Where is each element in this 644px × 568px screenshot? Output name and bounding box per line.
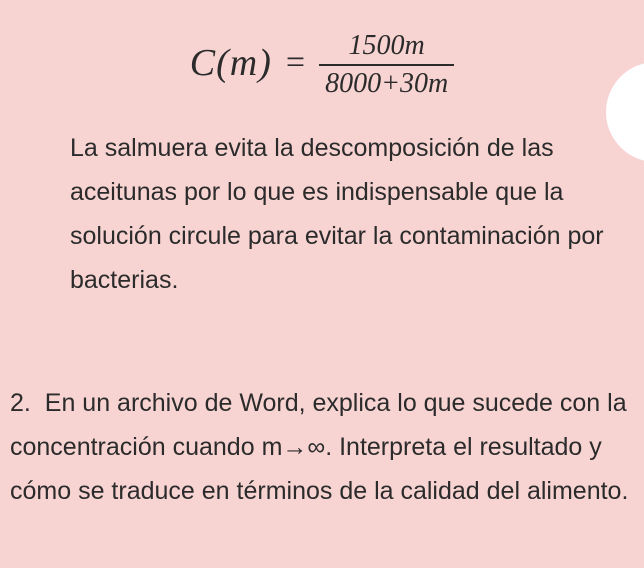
infinity-symbol: ∞ xyxy=(307,433,325,461)
question-2: 2. En un archivo de Word, explica lo que… xyxy=(10,381,634,513)
arrow-icon: → xyxy=(282,433,307,461)
paragraph-salmuera: La salmuera evita la descomposición de l… xyxy=(70,126,628,302)
formula-fraction: 1500m 8000+30m xyxy=(319,30,454,100)
formula-equals: = xyxy=(286,44,305,82)
formula-block: C(m) = 1500m 8000+30m xyxy=(0,28,644,98)
formula-lhs: C(m) xyxy=(190,41,272,85)
formula-bar xyxy=(319,64,454,66)
formula-inner: C(m) = 1500m 8000+30m xyxy=(190,28,454,98)
formula-denominator: 8000+30m xyxy=(319,68,454,100)
formula-numerator: 1500m xyxy=(343,30,431,62)
question-number: 2. xyxy=(10,389,31,417)
